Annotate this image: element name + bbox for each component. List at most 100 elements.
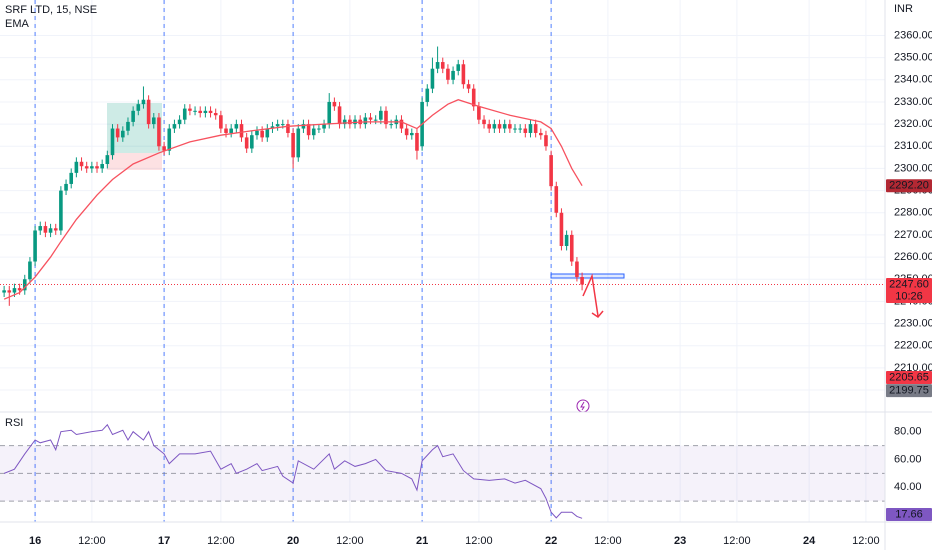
candle-body [146, 99, 151, 125]
event-icon-bolt [580, 401, 585, 411]
rsi-tick-label: 40.00 [894, 481, 922, 493]
candle-body [12, 288, 17, 293]
candle-body [435, 62, 440, 69]
y-tick-label: 2320.00 [894, 118, 932, 130]
price-badge-countdown: 10:26 [895, 290, 923, 302]
candle-body [270, 126, 275, 129]
candle-body [193, 110, 197, 112]
candle-body [239, 124, 244, 138]
candle-body [502, 124, 507, 129]
y-tick-label: 2270.00 [894, 229, 932, 241]
candle-body [198, 110, 203, 114]
candle-body [497, 124, 502, 129]
x-tick-label: 24 [803, 535, 816, 547]
candle-body [84, 166, 89, 169]
x-tick-label: 12:00 [207, 535, 235, 547]
candle-body [322, 124, 326, 129]
x-tick-label: 12:00 [336, 535, 364, 547]
y-tick-label: 2350.00 [894, 52, 932, 64]
candle-body [33, 230, 37, 262]
candle-body [177, 119, 182, 125]
candle-body [337, 106, 342, 125]
candle-body [79, 161, 84, 167]
price-badge [886, 384, 932, 398]
candle-body [151, 117, 156, 125]
candle-body [348, 119, 352, 125]
x-tick-label: 12:00 [78, 535, 106, 547]
candle-body [492, 124, 497, 129]
x-tick-label: 23 [674, 535, 686, 547]
candle-body [306, 124, 311, 136]
rsi-tick-label: 80.00 [894, 426, 922, 438]
candle-body [121, 130, 125, 138]
candle-body [38, 226, 43, 231]
y-tick-label: 2280.00 [894, 207, 932, 219]
candle-body [17, 288, 22, 291]
candle-body [575, 261, 579, 278]
rsi-legend: RSI [5, 417, 23, 429]
candle-body [559, 212, 564, 246]
candle-body [564, 234, 569, 246]
rsi-tick-label: 60.00 [894, 453, 922, 465]
x-tick-label: 12:00 [852, 535, 880, 547]
candle-body [569, 234, 574, 262]
candle-body [224, 128, 228, 133]
candle-body [53, 228, 58, 231]
rectangle-drawing[interactable] [550, 273, 625, 279]
candle-body [208, 110, 213, 114]
y-tick-label: 2330.00 [894, 96, 932, 108]
candle-body [404, 128, 409, 136]
candle-body [487, 124, 492, 129]
candle-body [368, 117, 373, 120]
candle-body [234, 124, 239, 129]
x-tick-label: 12:00 [723, 535, 751, 547]
candle-body [296, 128, 301, 158]
y-tick-label: 2220.00 [894, 340, 932, 352]
axis-layer: 2200.002210.002220.002230.002240.002250.… [29, 29, 932, 547]
candle-body [554, 186, 559, 213]
candle-body [69, 172, 74, 184]
candle-body [157, 117, 161, 147]
ema-legend: EMA [5, 18, 30, 30]
candle-body [415, 132, 419, 151]
candle-body [7, 290, 12, 293]
candle-body [482, 119, 486, 125]
candle-body [451, 70, 455, 80]
rsi-badge [886, 508, 932, 521]
candle-body [430, 68, 435, 89]
x-tick-label: 21 [416, 535, 428, 547]
candle-body [260, 130, 264, 138]
price-badge-label: 2199.75 [889, 385, 929, 397]
price-badge [886, 371, 932, 385]
x-tick-label: 12:00 [465, 535, 493, 547]
arrow-head[interactable] [591, 310, 604, 318]
x-tick-label: 12:00 [594, 535, 622, 547]
candle-body [229, 128, 233, 133]
candle-body [549, 155, 553, 187]
candle-body [74, 161, 79, 173]
grid-layer [0, 0, 885, 522]
candle-body [110, 128, 115, 156]
candle-body [2, 290, 6, 293]
candle-body [203, 110, 208, 114]
candle-body [580, 277, 584, 285]
candle-body [188, 108, 192, 111]
candle-body [213, 113, 218, 116]
candle-body [379, 110, 383, 120]
candle-body [280, 124, 285, 126]
candle-body [265, 128, 270, 138]
price-badge [886, 278, 932, 304]
rsi-line [3, 423, 583, 519]
y-tick-label: 2210.00 [894, 362, 932, 374]
candle-body [317, 128, 321, 130]
candle-body [219, 115, 223, 129]
candle-body [59, 190, 63, 231]
candle-body [332, 101, 337, 107]
candle-body [342, 119, 347, 125]
event-icon[interactable] [576, 399, 590, 413]
y-tick-label: 2300.00 [894, 162, 932, 174]
arrow-drawing[interactable] [582, 273, 599, 317]
candle-body [64, 183, 68, 191]
candle-body [131, 110, 135, 122]
